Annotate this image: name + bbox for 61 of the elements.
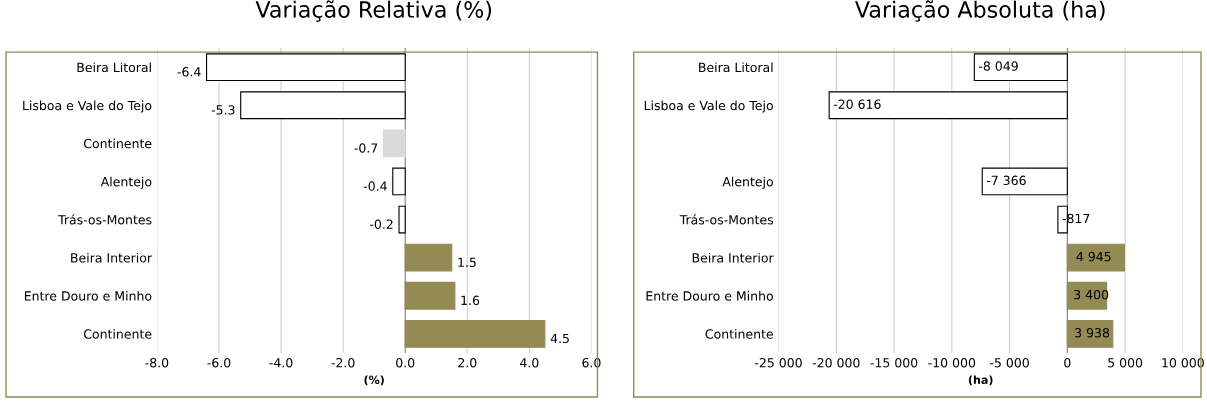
- y-tick-label: Continente: [83, 329, 152, 339]
- x-tick-label: 4.0: [520, 357, 539, 368]
- data-label: -7 366: [986, 175, 1026, 186]
- y-tick-label: Lisboa e Vale do Tejo: [23, 100, 152, 113]
- chart-title: Variação Relativa (%): [255, 0, 492, 22]
- y-tick-label: Beira Interior: [71, 252, 153, 263]
- chart-title: Variação Absoluta (ha): [855, 0, 1105, 22]
- bar: [392, 167, 406, 196]
- x-tick-label: 5 000: [1108, 357, 1143, 368]
- x-axis-title: (ha): [968, 375, 993, 386]
- y-tick-label: Beira Interior: [692, 252, 774, 263]
- data-label: -5.3: [211, 105, 235, 115]
- x-axis-title: (%): [364, 375, 384, 386]
- data-label: -20 616: [833, 99, 881, 109]
- data-label: -0.4: [363, 181, 387, 191]
- y-tick-label: Beira Litoral: [699, 62, 773, 73]
- y-tick-label: Trás-os-Montes: [58, 214, 152, 225]
- bar: [404, 243, 453, 272]
- bar: [404, 319, 546, 348]
- bar: [382, 129, 406, 158]
- y-tick-label: Entre Douro e Minho: [24, 290, 152, 301]
- x-tick-label: -4.0: [269, 357, 293, 368]
- y-tick-label: Alentejo: [722, 176, 773, 189]
- data-label: 1.6: [461, 295, 480, 306]
- data-label: 1.5: [458, 257, 476, 267]
- y-tick-label: Alentejo: [100, 176, 152, 189]
- y-tick-label: Lisboa e Vale do Tejo: [644, 100, 773, 113]
- x-tick-label: -6.0: [207, 357, 231, 368]
- y-tick-label: Continente: [705, 329, 773, 339]
- data-label: -8 049: [979, 61, 1018, 71]
- y-tick-label: Trás-os-Montes: [679, 214, 774, 225]
- data-label: 3 938: [1075, 328, 1110, 338]
- x-tick-label: -25 000: [755, 357, 802, 368]
- x-tick-label: 10 000: [1162, 357, 1204, 368]
- y-tick-label: Continente: [83, 138, 152, 149]
- x-tick-label: -15 000: [870, 357, 918, 368]
- bar: [828, 91, 1068, 120]
- data-label: -0.7: [354, 143, 378, 153]
- bar: [240, 91, 406, 120]
- bar: [1066, 243, 1126, 272]
- data-label: 4 945: [1076, 251, 1111, 262]
- y-tick-label: Entre Douro e Minho: [646, 290, 773, 301]
- x-tick-label: 2.0: [458, 357, 477, 368]
- x-tick-label: -20 000: [812, 357, 860, 368]
- bar: [1066, 319, 1114, 348]
- x-tick-label: -8.0: [145, 357, 169, 368]
- data-label: -6.4: [177, 67, 201, 77]
- bar: [404, 281, 456, 310]
- y-tick-label: Beira Litoral: [77, 62, 151, 73]
- x-tick-label: -2.0: [331, 357, 355, 368]
- data-label: -0.2: [370, 219, 393, 229]
- data-label: 4.5: [550, 333, 569, 344]
- bar: [973, 53, 1068, 82]
- x-tick-label: -10 000: [928, 357, 976, 368]
- x-tick-label: 0: [1064, 357, 1071, 368]
- bar: [398, 205, 406, 234]
- bar: [1066, 281, 1108, 310]
- x-tick-label: 0.0: [396, 357, 415, 368]
- bar: [206, 53, 406, 82]
- bar: [981, 167, 1068, 196]
- x-tick-label: -5 000: [990, 357, 1029, 368]
